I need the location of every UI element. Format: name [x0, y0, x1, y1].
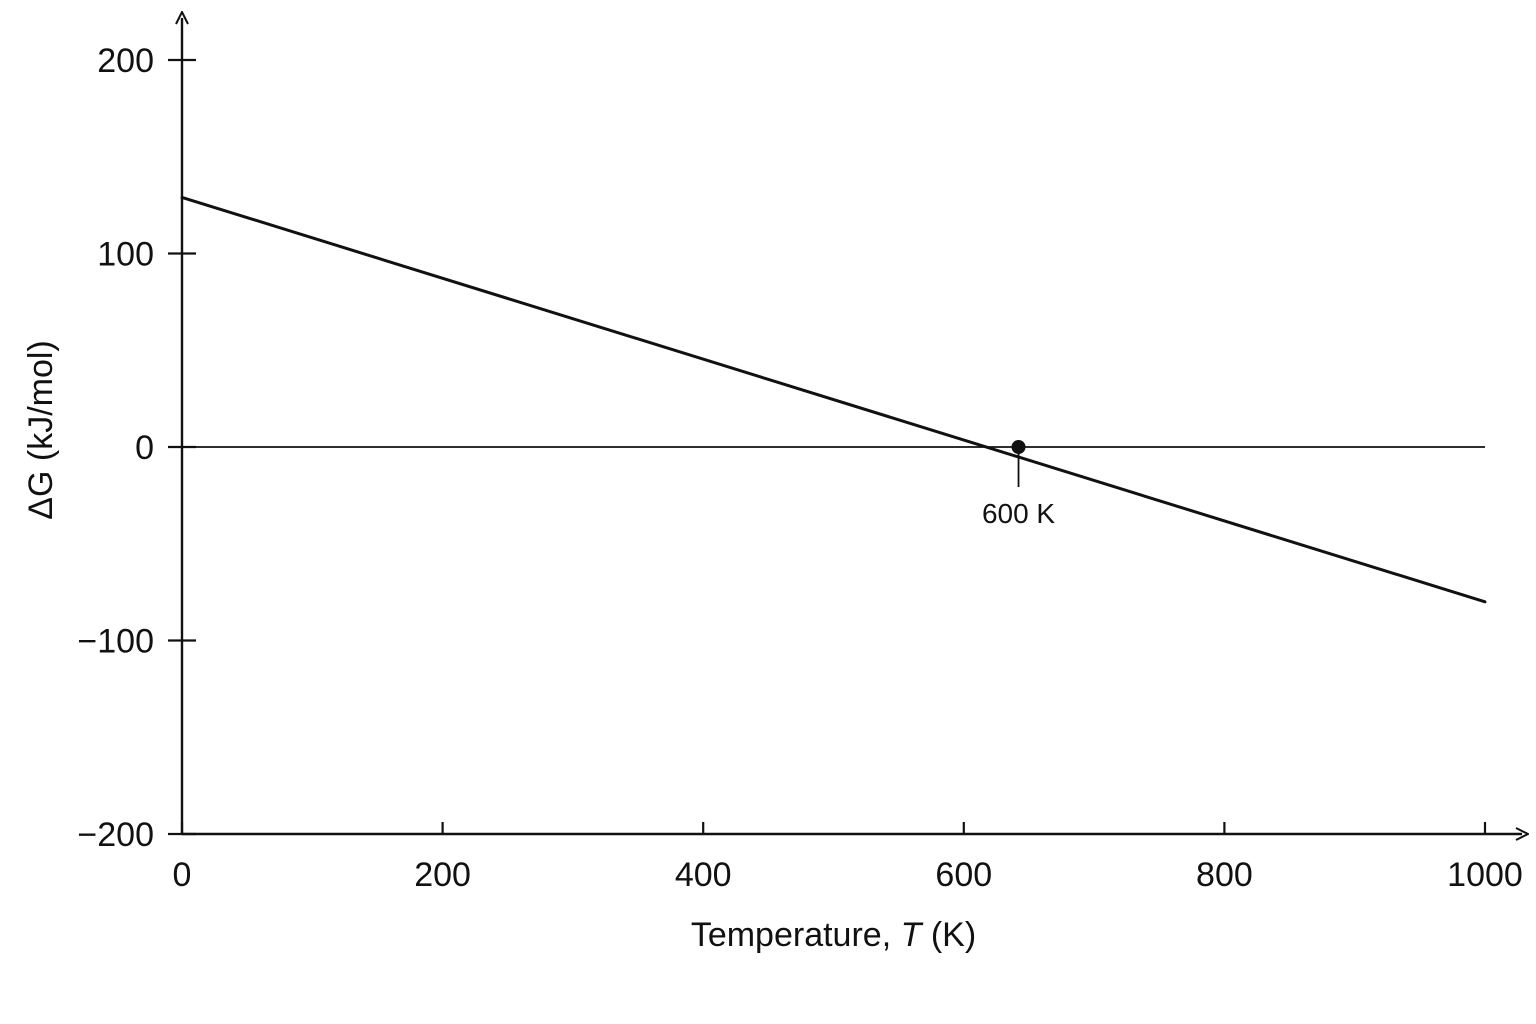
x-axis-title-suffix: (K)	[921, 916, 976, 954]
x-tick-label: 200	[414, 856, 471, 894]
series-layer	[180, 195, 1487, 604]
delta-g-line	[180, 195, 1487, 604]
x-axis-title-variable: T	[901, 916, 924, 954]
y-axis-ticks: −200 −100 0 100 200	[77, 42, 196, 854]
y-tick-label: 200	[97, 42, 154, 80]
y-tick-label: 100	[97, 236, 154, 274]
x-tick-label: 1000	[1447, 856, 1523, 894]
y-tick-label: −100	[77, 623, 154, 661]
x-axis-title: Temperature, T (K)	[691, 916, 976, 954]
y-tick-label: −200	[77, 816, 154, 854]
y-tick-label: 0	[135, 429, 154, 467]
x-tick-label: 800	[1196, 856, 1253, 894]
y-axis-title: ΔG (kJ/mol)	[22, 340, 60, 519]
x-tick-label: 600	[935, 856, 992, 894]
annotation-label: 600 K	[982, 498, 1055, 529]
x-tick-label: 400	[675, 856, 732, 894]
x-axis-title-prefix: Temperature,	[691, 916, 901, 954]
x-axis-ticks: 0 200 400 600 800 1000	[173, 822, 1523, 894]
annotation-layer: 600 K	[982, 440, 1055, 529]
crossover-point-marker	[1011, 440, 1026, 454]
x-tick-label: 0	[173, 856, 192, 894]
